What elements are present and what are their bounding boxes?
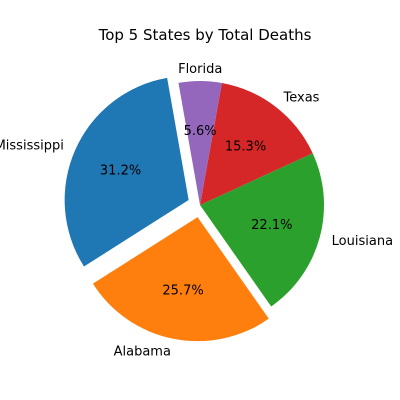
slice-label-mississippi: Mississippi — [0, 138, 64, 153]
pct-label-alabama: 25.7% — [162, 284, 203, 299]
chart-title: Top 5 States by Total Deaths — [98, 26, 312, 44]
slice-label-florida: Florida — [178, 62, 222, 77]
pct-label-mississippi: 31.2% — [100, 163, 141, 178]
pct-label-florida: 5.6% — [184, 124, 217, 139]
pie-slice-mississippi — [64, 77, 189, 267]
pie-slices: 31.2% Mississippi 25.7% Alabama 22.1% Louisia… — [0, 62, 393, 359]
pie-slice-texas — [200, 82, 313, 205]
pie-slice-louisiana — [200, 153, 324, 307]
slice-label-alabama: Alabama — [114, 344, 171, 359]
pct-label-texas: 15.3% — [225, 140, 266, 155]
slice-label-texas: Texas — [283, 91, 320, 106]
pie-slice-alabama — [92, 217, 269, 342]
slice-label-louisiana: Louisiana — [332, 234, 393, 249]
pie-slice-florida — [178, 80, 222, 205]
pct-label-louisiana: 22.1% — [251, 218, 292, 233]
